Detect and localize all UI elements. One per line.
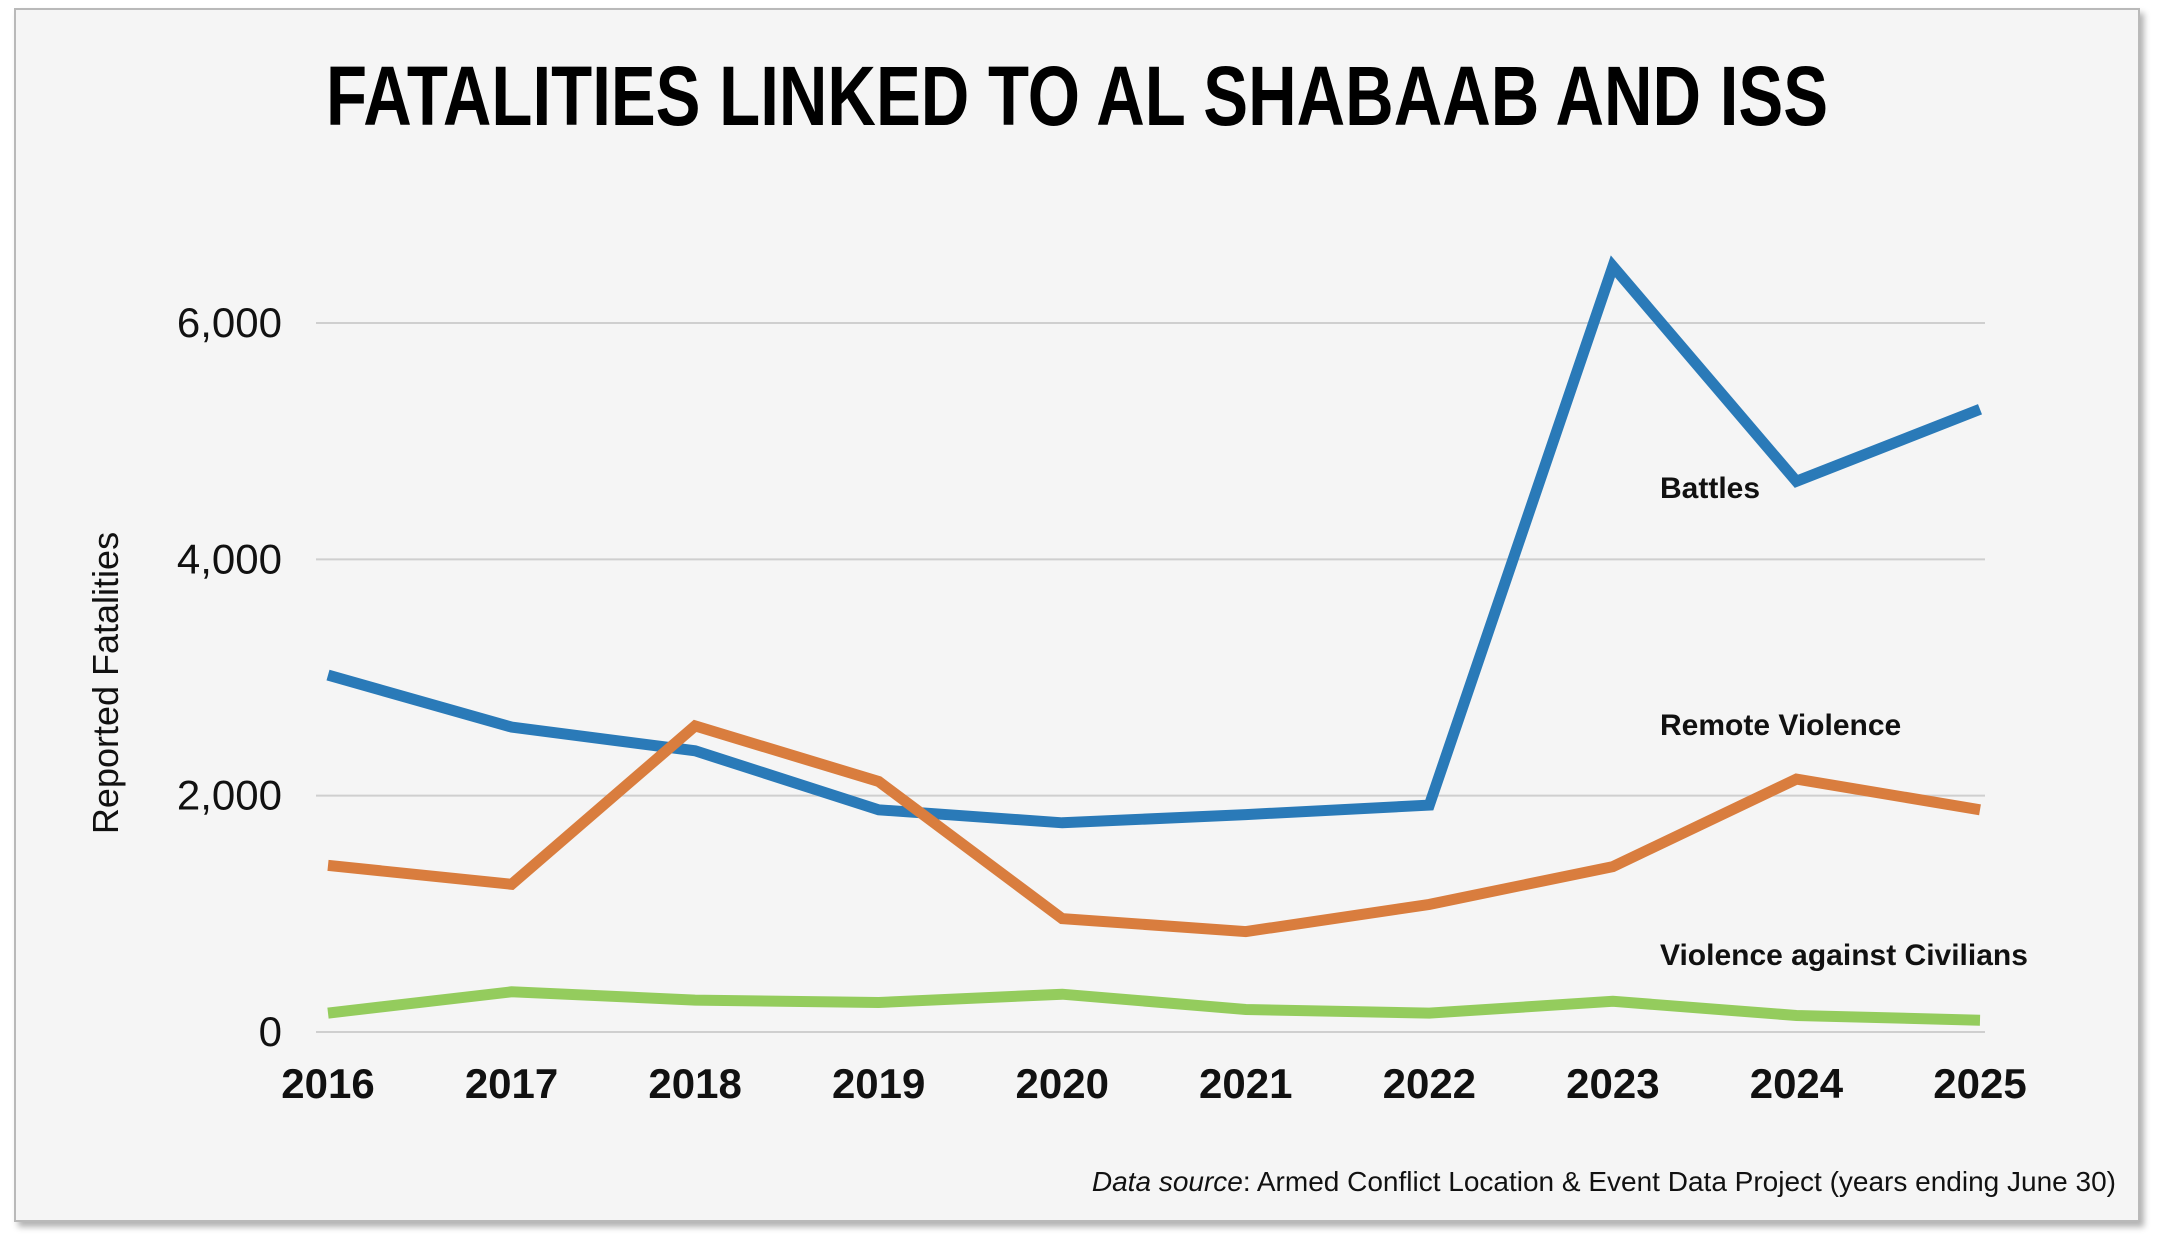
gridlines bbox=[316, 322, 1985, 1033]
x-tick-label: 2021 bbox=[1199, 1060, 1292, 1107]
chart-frame: FATALITIES LINKED TO AL SHABAAB AND ISS … bbox=[14, 8, 2140, 1222]
y-tick-label: 4,000 bbox=[177, 535, 282, 582]
series-lines bbox=[326, 255, 1983, 1026]
y-tick-label: 2,000 bbox=[177, 772, 282, 819]
series-label-violence-against-civilians: Violence against Civilians bbox=[1660, 939, 2028, 972]
y-tick-label: 6,000 bbox=[177, 299, 282, 346]
data-source-lead: Data source bbox=[1091, 1166, 1243, 1197]
data-source-note: Data source: Armed Conflict Location & E… bbox=[1092, 1166, 2116, 1198]
x-tick-label: 2019 bbox=[832, 1060, 925, 1107]
series-line-remote-violence bbox=[327, 719, 1981, 938]
y-tick-label: 0 bbox=[259, 1008, 282, 1055]
chart-title: FATALITIES LINKED TO AL SHABAAB AND ISS bbox=[325, 49, 1829, 143]
y-tick-labels: 0 2,000 4,000 6,000 bbox=[177, 299, 282, 1055]
series-line-battles bbox=[326, 255, 1983, 829]
x-tick-labels: 2016 2017 2018 2019 2020 2021 2022 2023 2024 2025 bbox=[281, 1060, 2026, 1107]
series-labels: Battles Remote Violence Violence against C… bbox=[1660, 472, 2028, 972]
x-tick-label: 2018 bbox=[648, 1060, 741, 1107]
series-line-violence-against-civilians bbox=[327, 986, 1981, 1026]
x-tick-label: 2020 bbox=[1016, 1060, 1109, 1107]
y-axis-label: Reported Fatalities bbox=[85, 532, 126, 834]
x-tick-label: 2022 bbox=[1383, 1060, 1476, 1107]
x-tick-label: 2025 bbox=[1933, 1060, 2026, 1107]
data-source-text: : Armed Conflict Location & Event Data P… bbox=[1242, 1166, 2116, 1197]
x-tick-label: 2016 bbox=[281, 1060, 374, 1107]
x-tick-label: 2024 bbox=[1750, 1060, 1844, 1107]
x-tick-label: 2017 bbox=[465, 1060, 558, 1107]
series-label-battles: Battles bbox=[1660, 472, 1760, 505]
x-tick-label: 2023 bbox=[1566, 1060, 1659, 1107]
series-label-remote-violence: Remote Violence bbox=[1660, 709, 1901, 742]
